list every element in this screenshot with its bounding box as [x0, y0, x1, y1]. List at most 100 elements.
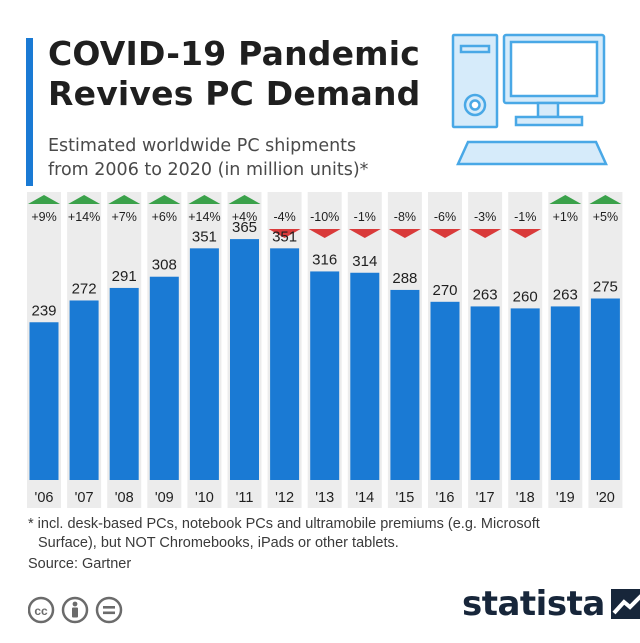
value-label: 351: [272, 228, 297, 245]
value-label: 260: [513, 288, 538, 305]
statista-brand[interactable]: statista: [462, 584, 640, 624]
change-label: +14%: [68, 210, 100, 224]
value-label: 365: [232, 219, 257, 236]
x-tick-label: '11: [236, 490, 254, 506]
x-tick-label: '10: [195, 490, 214, 506]
bar: [270, 248, 300, 480]
down-arrow-icon: [509, 229, 542, 238]
change-arrows: [28, 195, 622, 238]
attribution-icon[interactable]: [61, 596, 89, 624]
x-tick-label: '20: [596, 490, 615, 506]
change-label: -1%: [514, 210, 536, 224]
up-arrow-icon: [28, 195, 60, 204]
up-arrow-icon: [589, 195, 622, 204]
bar: [29, 322, 59, 480]
x-tick-labels: '06 '07 '08 '09 '10 '11 '12 '13 '14 '15 '16 '17 '18 '…: [35, 490, 615, 506]
cc-icon[interactable]: cc: [28, 596, 55, 624]
chart-subtitle-line-1: Estimated worldwide PC shipments: [48, 136, 357, 156]
brand-name: statista: [462, 584, 605, 624]
x-tick-label: '06: [35, 490, 54, 506]
footnote-line-2: Surface), but NOT Chromebooks, iPads or …: [38, 535, 399, 551]
change-label: +1%: [553, 210, 578, 224]
change-label: -10%: [310, 210, 339, 224]
x-tick-label: '16: [436, 490, 455, 506]
change-labels: +9% +14% +7% +6% +14% +4% -4% -10% -1% -8% -6% -3% -…: [31, 210, 618, 224]
change-label: +14%: [188, 210, 220, 224]
bar: [189, 248, 219, 480]
x-tick-label: '18: [516, 490, 535, 506]
down-arrow-icon: [268, 229, 301, 238]
change-label: -6%: [434, 210, 456, 224]
value-label: 272: [72, 280, 97, 297]
bar: [470, 306, 500, 480]
value-label: 316: [312, 251, 337, 268]
value-label: 351: [192, 228, 217, 245]
bar: [390, 289, 420, 480]
chart-subtitle: Estimated worldwide PC shipments from 20…: [48, 134, 468, 182]
up-arrow-icon: [228, 195, 261, 204]
footnote-line-1: * incl. desk-based PCs, notebook PCs and…: [28, 516, 540, 532]
down-arrow-icon: [348, 229, 381, 238]
bars: [29, 239, 620, 480]
bar: [69, 300, 99, 480]
chart-title-line-1: COVID-19 Pandemic: [48, 34, 421, 73]
chart-title: COVID-19 Pandemic Revives PC Demand: [48, 34, 448, 114]
title-accent-bar: [26, 38, 33, 186]
change-label: +5%: [593, 210, 618, 224]
down-arrow-icon: [469, 229, 502, 238]
value-label: 275: [593, 279, 618, 296]
statista-logo-icon: [610, 589, 640, 619]
x-tick-label: '12: [275, 490, 294, 506]
value-label: 291: [112, 268, 137, 285]
value-label: 270: [432, 282, 457, 299]
bar: [510, 308, 540, 480]
down-arrow-icon: [388, 229, 421, 238]
bar: [109, 287, 139, 480]
chart-title-line-2: Revives PC Demand: [48, 74, 421, 113]
bar-chart: +9% +14% +7% +6% +14% +4% -4% -10% -1% -8% -6% -3% -…: [27, 192, 623, 508]
value-label: 314: [352, 253, 377, 270]
x-tick-label: '14: [355, 490, 374, 506]
bar: [230, 239, 259, 480]
x-tick-label: '08: [115, 490, 134, 506]
desktop-pc-icon: [451, 33, 608, 166]
up-arrow-icon: [108, 195, 141, 204]
change-label: +7%: [112, 210, 137, 224]
no-derivatives-icon[interactable]: [95, 596, 123, 624]
svg-text:cc: cc: [34, 604, 48, 618]
x-tick-label: '13: [315, 490, 334, 506]
value-labels: 239 272 291 308 351 365 351 316 314 288 270 263 260 2…: [31, 219, 617, 319]
footnote: * incl. desk-based PCs, notebook PCs and…: [28, 515, 628, 553]
change-label: +9%: [31, 210, 56, 224]
down-arrow-icon: [308, 229, 341, 238]
value-label: 263: [473, 286, 498, 303]
x-tick-label: '17: [476, 490, 495, 506]
bar: [310, 271, 340, 480]
x-tick-label: '15: [395, 490, 414, 506]
x-tick-label: '19: [556, 490, 575, 506]
up-arrow-icon: [68, 195, 101, 204]
change-label: -1%: [354, 210, 376, 224]
bar: [550, 306, 580, 480]
source-note: Source: Gartner: [28, 556, 132, 572]
x-tick-label: '09: [155, 490, 174, 506]
x-tick-label: '07: [75, 490, 94, 506]
change-label: +4%: [232, 210, 257, 224]
change-label: -4%: [273, 210, 295, 224]
bar: [149, 276, 179, 480]
up-arrow-icon: [148, 195, 181, 204]
bar: [590, 298, 620, 480]
value-label: 308: [152, 257, 177, 274]
value-label: 288: [392, 270, 417, 287]
bar: [430, 301, 460, 480]
change-label: +6%: [152, 210, 177, 224]
change-label: -8%: [394, 210, 416, 224]
down-arrow-icon: [429, 229, 461, 238]
value-label: 239: [31, 302, 56, 319]
change-label: -3%: [474, 210, 496, 224]
up-arrow-icon: [188, 195, 221, 204]
chart-subtitle-line-2: from 2006 to 2020 (in million units)*: [48, 160, 369, 180]
up-arrow-icon: [549, 195, 582, 204]
value-label: 263: [553, 286, 578, 303]
license-icons: cc: [28, 596, 123, 624]
